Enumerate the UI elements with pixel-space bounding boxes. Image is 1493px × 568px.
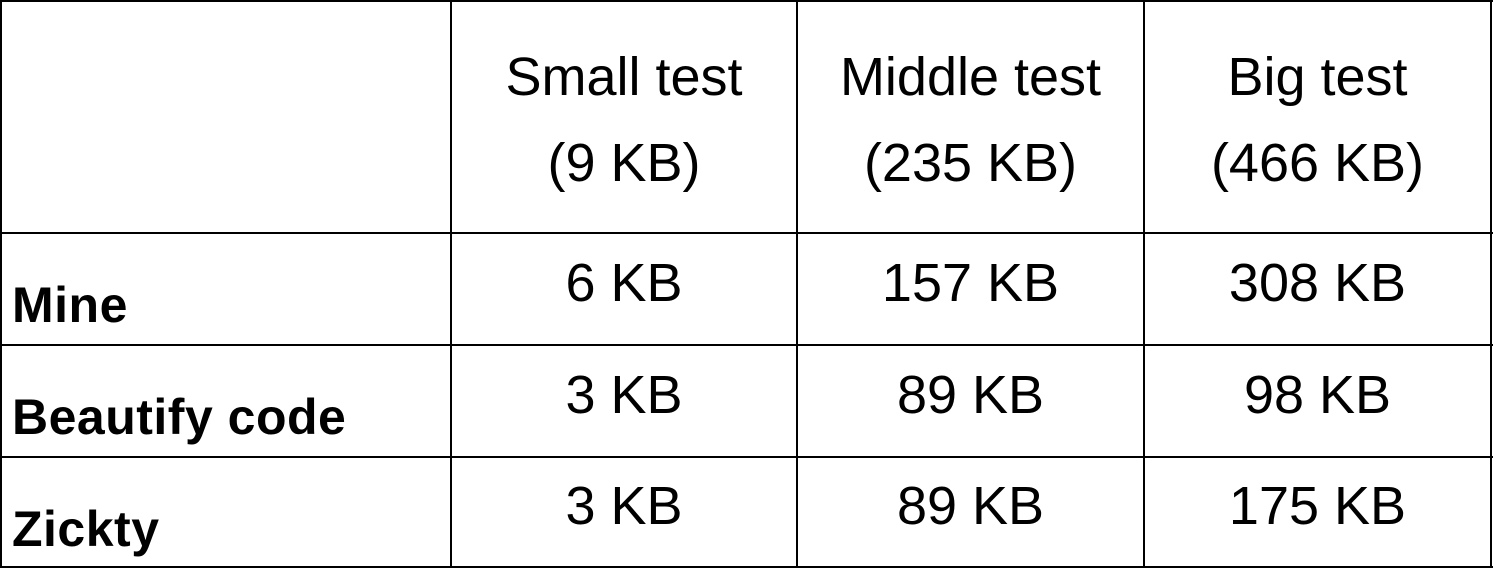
grid-line: [796, 0, 798, 568]
grid-line: [1143, 0, 1145, 568]
table-cell: 89 KB: [896, 476, 1045, 536]
table-cell: 6 KB: [565, 253, 683, 313]
column-header-size: (235 KB): [863, 133, 1078, 193]
grid-line: [450, 0, 452, 568]
grid-line: [0, 456, 1493, 458]
row-label-beautify-code: Beautify code: [12, 389, 347, 445]
column-header-big-test: Big test (466 KB): [1145, 2, 1490, 232]
column-header-size: (466 KB): [1210, 133, 1425, 193]
grid-line: [0, 0, 1493, 2]
grid-line: [0, 0, 2, 568]
column-header-small-test: Small test (9 KB): [452, 2, 796, 232]
grid-line: [0, 232, 1493, 234]
table-cell: 3 KB: [565, 476, 683, 536]
grid-line: [1490, 0, 1492, 568]
table-cell: 157 KB: [881, 253, 1060, 313]
grid-line: [0, 566, 1493, 568]
table-cell: 3 KB: [565, 365, 683, 425]
column-header-middle-test: Middle test (235 KB): [798, 2, 1143, 232]
table-cell: 89 KB: [896, 365, 1045, 425]
table-cell: 308 KB: [1228, 253, 1407, 313]
column-header-title: Middle test: [839, 47, 1102, 107]
table-cell: 98 KB: [1243, 365, 1392, 425]
row-label-mine: Mine: [12, 277, 128, 333]
column-header-title: Big test: [1227, 47, 1408, 107]
column-header-title: Small test: [505, 47, 743, 107]
column-header-size: (9 KB): [547, 133, 701, 193]
grid-line: [0, 344, 1493, 346]
row-label-zickty: Zickty: [12, 501, 160, 557]
table-cell: 175 KB: [1228, 476, 1407, 536]
